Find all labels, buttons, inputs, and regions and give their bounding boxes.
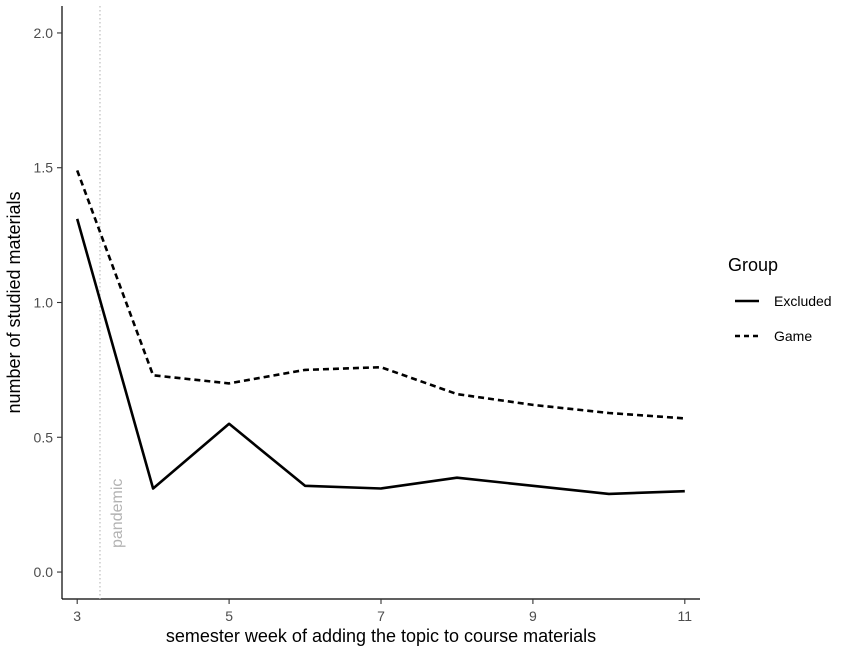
legend-label-game: Game — [774, 328, 812, 344]
series-line-excluded — [75, 218, 685, 496]
y-tick-label: 0.0 — [34, 564, 54, 580]
pandemic-annotation: pandemic — [109, 479, 126, 548]
x-axis-title: semester week of adding the topic to cou… — [166, 626, 596, 646]
x-tick-label: 11 — [678, 608, 693, 624]
x-tick-label: 9 — [529, 608, 537, 624]
plot-area: 3 5 7 9 11 0.0 0.5 1.0 1.5 2.0 — [34, 6, 700, 624]
y-axis-title: number of studied materials — [4, 191, 24, 413]
y-tick-label: 1.5 — [34, 160, 54, 176]
y-tick-label: 0.5 — [34, 429, 54, 445]
x-tick-label: 7 — [377, 608, 385, 624]
legend: Group Excluded Game — [728, 255, 832, 344]
series-line-game — [75, 169, 685, 420]
y-tick-label: 2.0 — [34, 25, 54, 41]
legend-title: Group — [728, 255, 778, 275]
x-tick-label: 5 — [225, 608, 233, 624]
x-tick-label: 3 — [73, 608, 81, 624]
legend-label-excluded: Excluded — [774, 293, 832, 309]
y-tick-label: 1.0 — [34, 295, 54, 311]
